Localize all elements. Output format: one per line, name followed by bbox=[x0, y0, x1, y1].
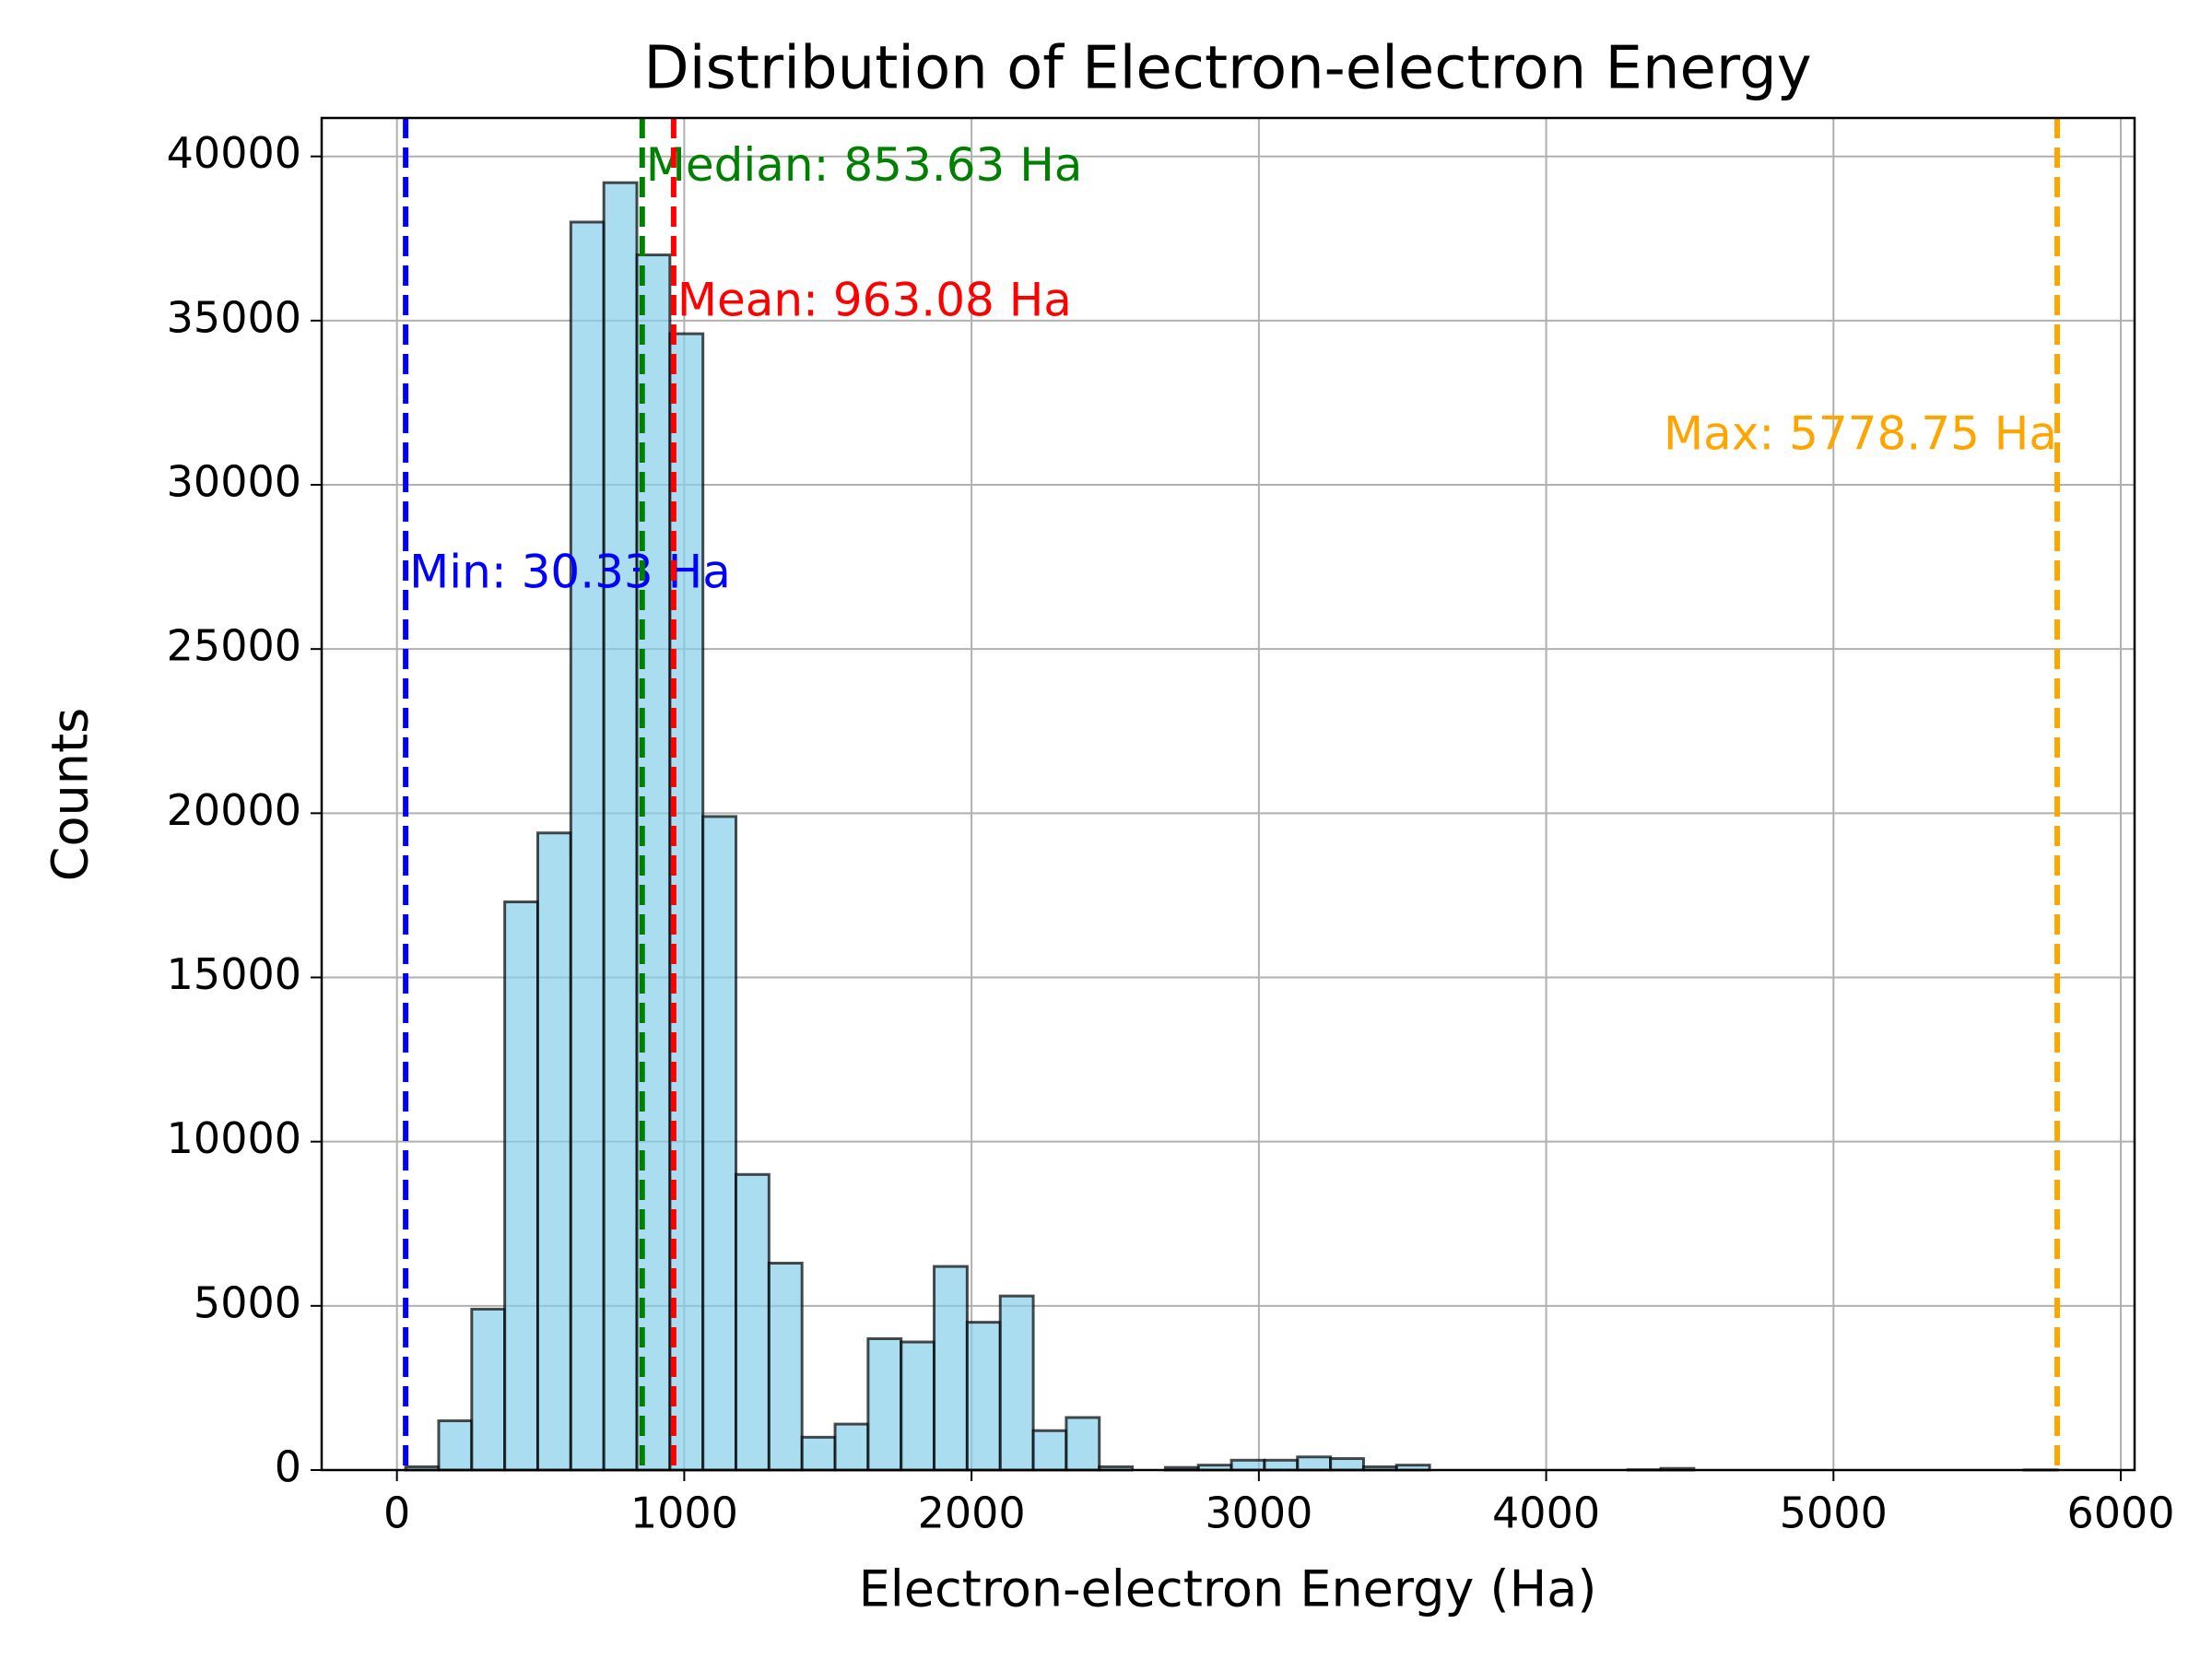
bar bbox=[503, 900, 539, 1472]
plot-frame bbox=[320, 116, 2136, 1472]
bar bbox=[1230, 1458, 1266, 1472]
bar bbox=[1263, 1458, 1300, 1472]
bar bbox=[1329, 1457, 1365, 1472]
y-axis-label: Counts bbox=[41, 708, 100, 882]
x-axis-label: Electron-electron Energy (Ha) bbox=[859, 1560, 1597, 1618]
bar bbox=[470, 1307, 507, 1472]
bar bbox=[800, 1435, 837, 1472]
x-tick-label: 4000 bbox=[1492, 1488, 1600, 1538]
y-tick-label: 40000 bbox=[167, 128, 301, 178]
bar bbox=[535, 831, 572, 1472]
y-tick-label: 35000 bbox=[167, 292, 301, 342]
bar bbox=[437, 1419, 474, 1472]
reference-label: Min: 30.33 Ha bbox=[409, 545, 731, 598]
bar bbox=[1065, 1416, 1101, 1472]
x-tick-label: 3000 bbox=[1205, 1488, 1312, 1538]
y-tick-label: 30000 bbox=[167, 457, 301, 507]
bar bbox=[1031, 1429, 1068, 1472]
reference-label: Mean: 963.08 Ha bbox=[677, 273, 1072, 326]
y-tick-label: 20000 bbox=[167, 785, 301, 835]
x-tick-label: 1000 bbox=[630, 1488, 738, 1538]
y-tick-label: 15000 bbox=[167, 949, 301, 999]
reference-label: Max: 5778.75 Ha bbox=[1664, 407, 2057, 461]
bar bbox=[602, 181, 639, 1472]
chart-title: Distribution of Electron-electron Energy bbox=[643, 35, 1811, 103]
reference-label: Median: 853.63 Ha bbox=[646, 138, 1083, 192]
x-tick-label: 6000 bbox=[2066, 1488, 2174, 1538]
y-tick-label: 0 bbox=[275, 1442, 301, 1492]
bar bbox=[1296, 1455, 1333, 1472]
bar bbox=[965, 1321, 1002, 1472]
bar bbox=[998, 1294, 1035, 1472]
bar bbox=[735, 1172, 771, 1472]
x-tick-label: 0 bbox=[383, 1488, 410, 1538]
y-tick-label: 10000 bbox=[167, 1113, 301, 1163]
bar bbox=[866, 1336, 903, 1472]
bar bbox=[900, 1340, 936, 1472]
bar bbox=[933, 1265, 969, 1472]
x-tick-label: 5000 bbox=[1780, 1488, 1888, 1538]
bar bbox=[701, 815, 738, 1472]
x-tick-label: 2000 bbox=[918, 1488, 1026, 1538]
y-tick-label: 25000 bbox=[167, 621, 301, 671]
bar bbox=[767, 1262, 804, 1472]
y-tick-label: 5000 bbox=[194, 1277, 301, 1327]
bar bbox=[569, 220, 606, 1472]
bar bbox=[833, 1422, 870, 1472]
